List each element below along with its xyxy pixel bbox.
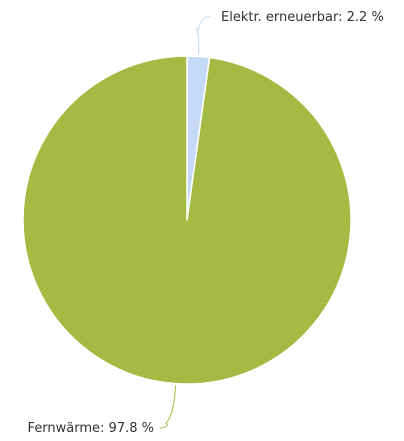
slice-label-fernwaerme: Fernwärme: 97.8 % <box>28 421 154 436</box>
slice-label-elektr-erneuerbar: Elektr. erneuerbar: 2.2 % <box>221 10 384 25</box>
label-connector-fernwaerme <box>159 385 177 429</box>
label-connectors <box>159 15 211 429</box>
pie-slices <box>22 55 352 385</box>
label-connector-elektr-erneuerbar <box>196 15 211 55</box>
slice-labels: Elektr. erneuerbar: 2.2 % Fernwärme: 97.… <box>28 10 384 436</box>
pie-slice-fernwaerme <box>22 55 352 385</box>
